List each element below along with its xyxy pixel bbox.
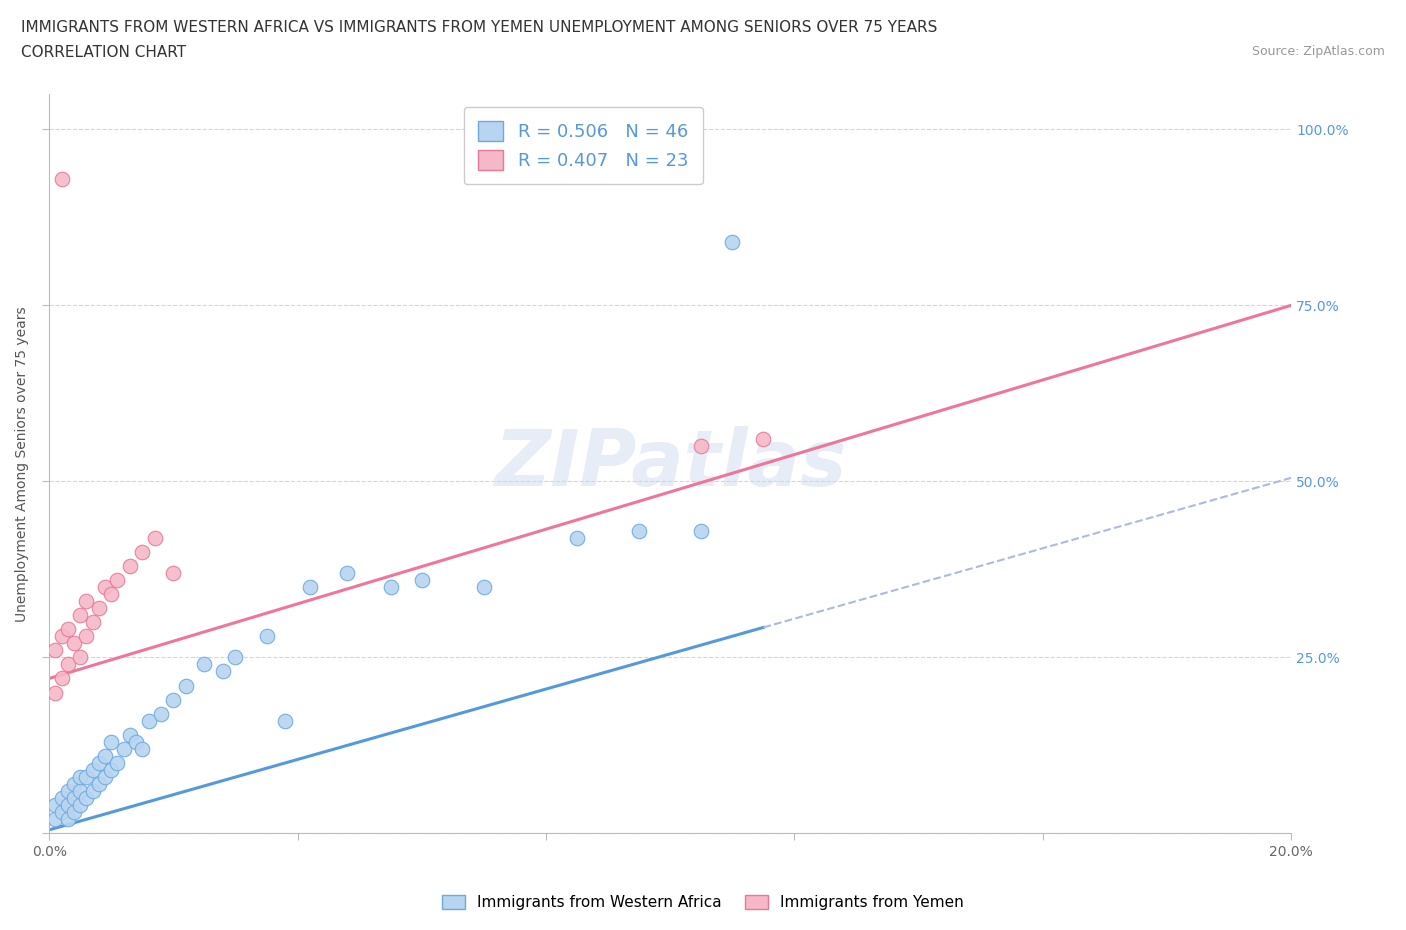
- Point: [565, 530, 588, 545]
- Point: [149, 706, 172, 721]
- Text: Source: ZipAtlas.com: Source: ZipAtlas.com: [1251, 45, 1385, 58]
- Point: [75, 790, 97, 805]
- Point: [143, 530, 166, 545]
- Point: [87, 777, 110, 791]
- Point: [69, 770, 91, 785]
- Point: [224, 650, 246, 665]
- Point: [118, 558, 141, 573]
- Point: [94, 749, 117, 764]
- Point: [628, 524, 651, 538]
- Point: [94, 579, 117, 594]
- Point: [298, 579, 321, 594]
- Point: [87, 601, 110, 616]
- Point: [44, 798, 66, 813]
- Point: [131, 544, 153, 559]
- Point: [63, 804, 86, 819]
- Point: [193, 657, 215, 671]
- Point: [256, 629, 278, 644]
- Point: [69, 607, 91, 622]
- Point: [63, 777, 86, 791]
- Point: [82, 763, 104, 777]
- Point: [118, 727, 141, 742]
- Point: [336, 565, 359, 580]
- Point: [44, 685, 66, 700]
- Legend: R = 0.506   N = 46, R = 0.407   N = 23: R = 0.506 N = 46, R = 0.407 N = 23: [464, 107, 703, 184]
- Legend: Immigrants from Western Africa, Immigrants from Yemen: Immigrants from Western Africa, Immigran…: [434, 887, 972, 918]
- Point: [75, 770, 97, 785]
- Point: [472, 579, 495, 594]
- Point: [100, 587, 122, 602]
- Text: CORRELATION CHART: CORRELATION CHART: [21, 45, 186, 60]
- Text: IMMIGRANTS FROM WESTERN AFRICA VS IMMIGRANTS FROM YEMEN UNEMPLOYMENT AMONG SENIO: IMMIGRANTS FROM WESTERN AFRICA VS IMMIGR…: [21, 20, 938, 35]
- Point: [56, 622, 79, 637]
- Y-axis label: Unemployment Among Seniors over 75 years: Unemployment Among Seniors over 75 years: [15, 306, 30, 621]
- Point: [690, 439, 713, 454]
- Point: [411, 573, 433, 588]
- Point: [69, 784, 91, 799]
- Point: [721, 234, 744, 249]
- Point: [56, 657, 79, 671]
- Point: [63, 636, 86, 651]
- Point: [63, 790, 86, 805]
- Point: [274, 713, 297, 728]
- Point: [125, 735, 148, 750]
- Point: [56, 798, 79, 813]
- Point: [56, 784, 79, 799]
- Point: [212, 664, 235, 679]
- Point: [162, 565, 184, 580]
- Point: [174, 678, 197, 693]
- Point: [107, 755, 129, 770]
- Point: [51, 804, 73, 819]
- Point: [112, 741, 135, 756]
- Point: [690, 524, 713, 538]
- Point: [131, 741, 153, 756]
- Point: [69, 650, 91, 665]
- Point: [82, 615, 104, 630]
- Point: [56, 812, 79, 827]
- Point: [51, 629, 73, 644]
- Point: [82, 784, 104, 799]
- Point: [107, 573, 129, 588]
- Point: [75, 593, 97, 608]
- Point: [100, 763, 122, 777]
- Point: [138, 713, 160, 728]
- Text: ZIPatlas: ZIPatlas: [494, 426, 846, 501]
- Point: [87, 755, 110, 770]
- Point: [162, 692, 184, 707]
- Point: [51, 671, 73, 686]
- Point: [44, 643, 66, 658]
- Point: [69, 798, 91, 813]
- Point: [752, 432, 775, 446]
- Point: [100, 735, 122, 750]
- Point: [94, 770, 117, 785]
- Point: [75, 629, 97, 644]
- Point: [51, 171, 73, 186]
- Point: [44, 812, 66, 827]
- Point: [380, 579, 402, 594]
- Point: [51, 790, 73, 805]
